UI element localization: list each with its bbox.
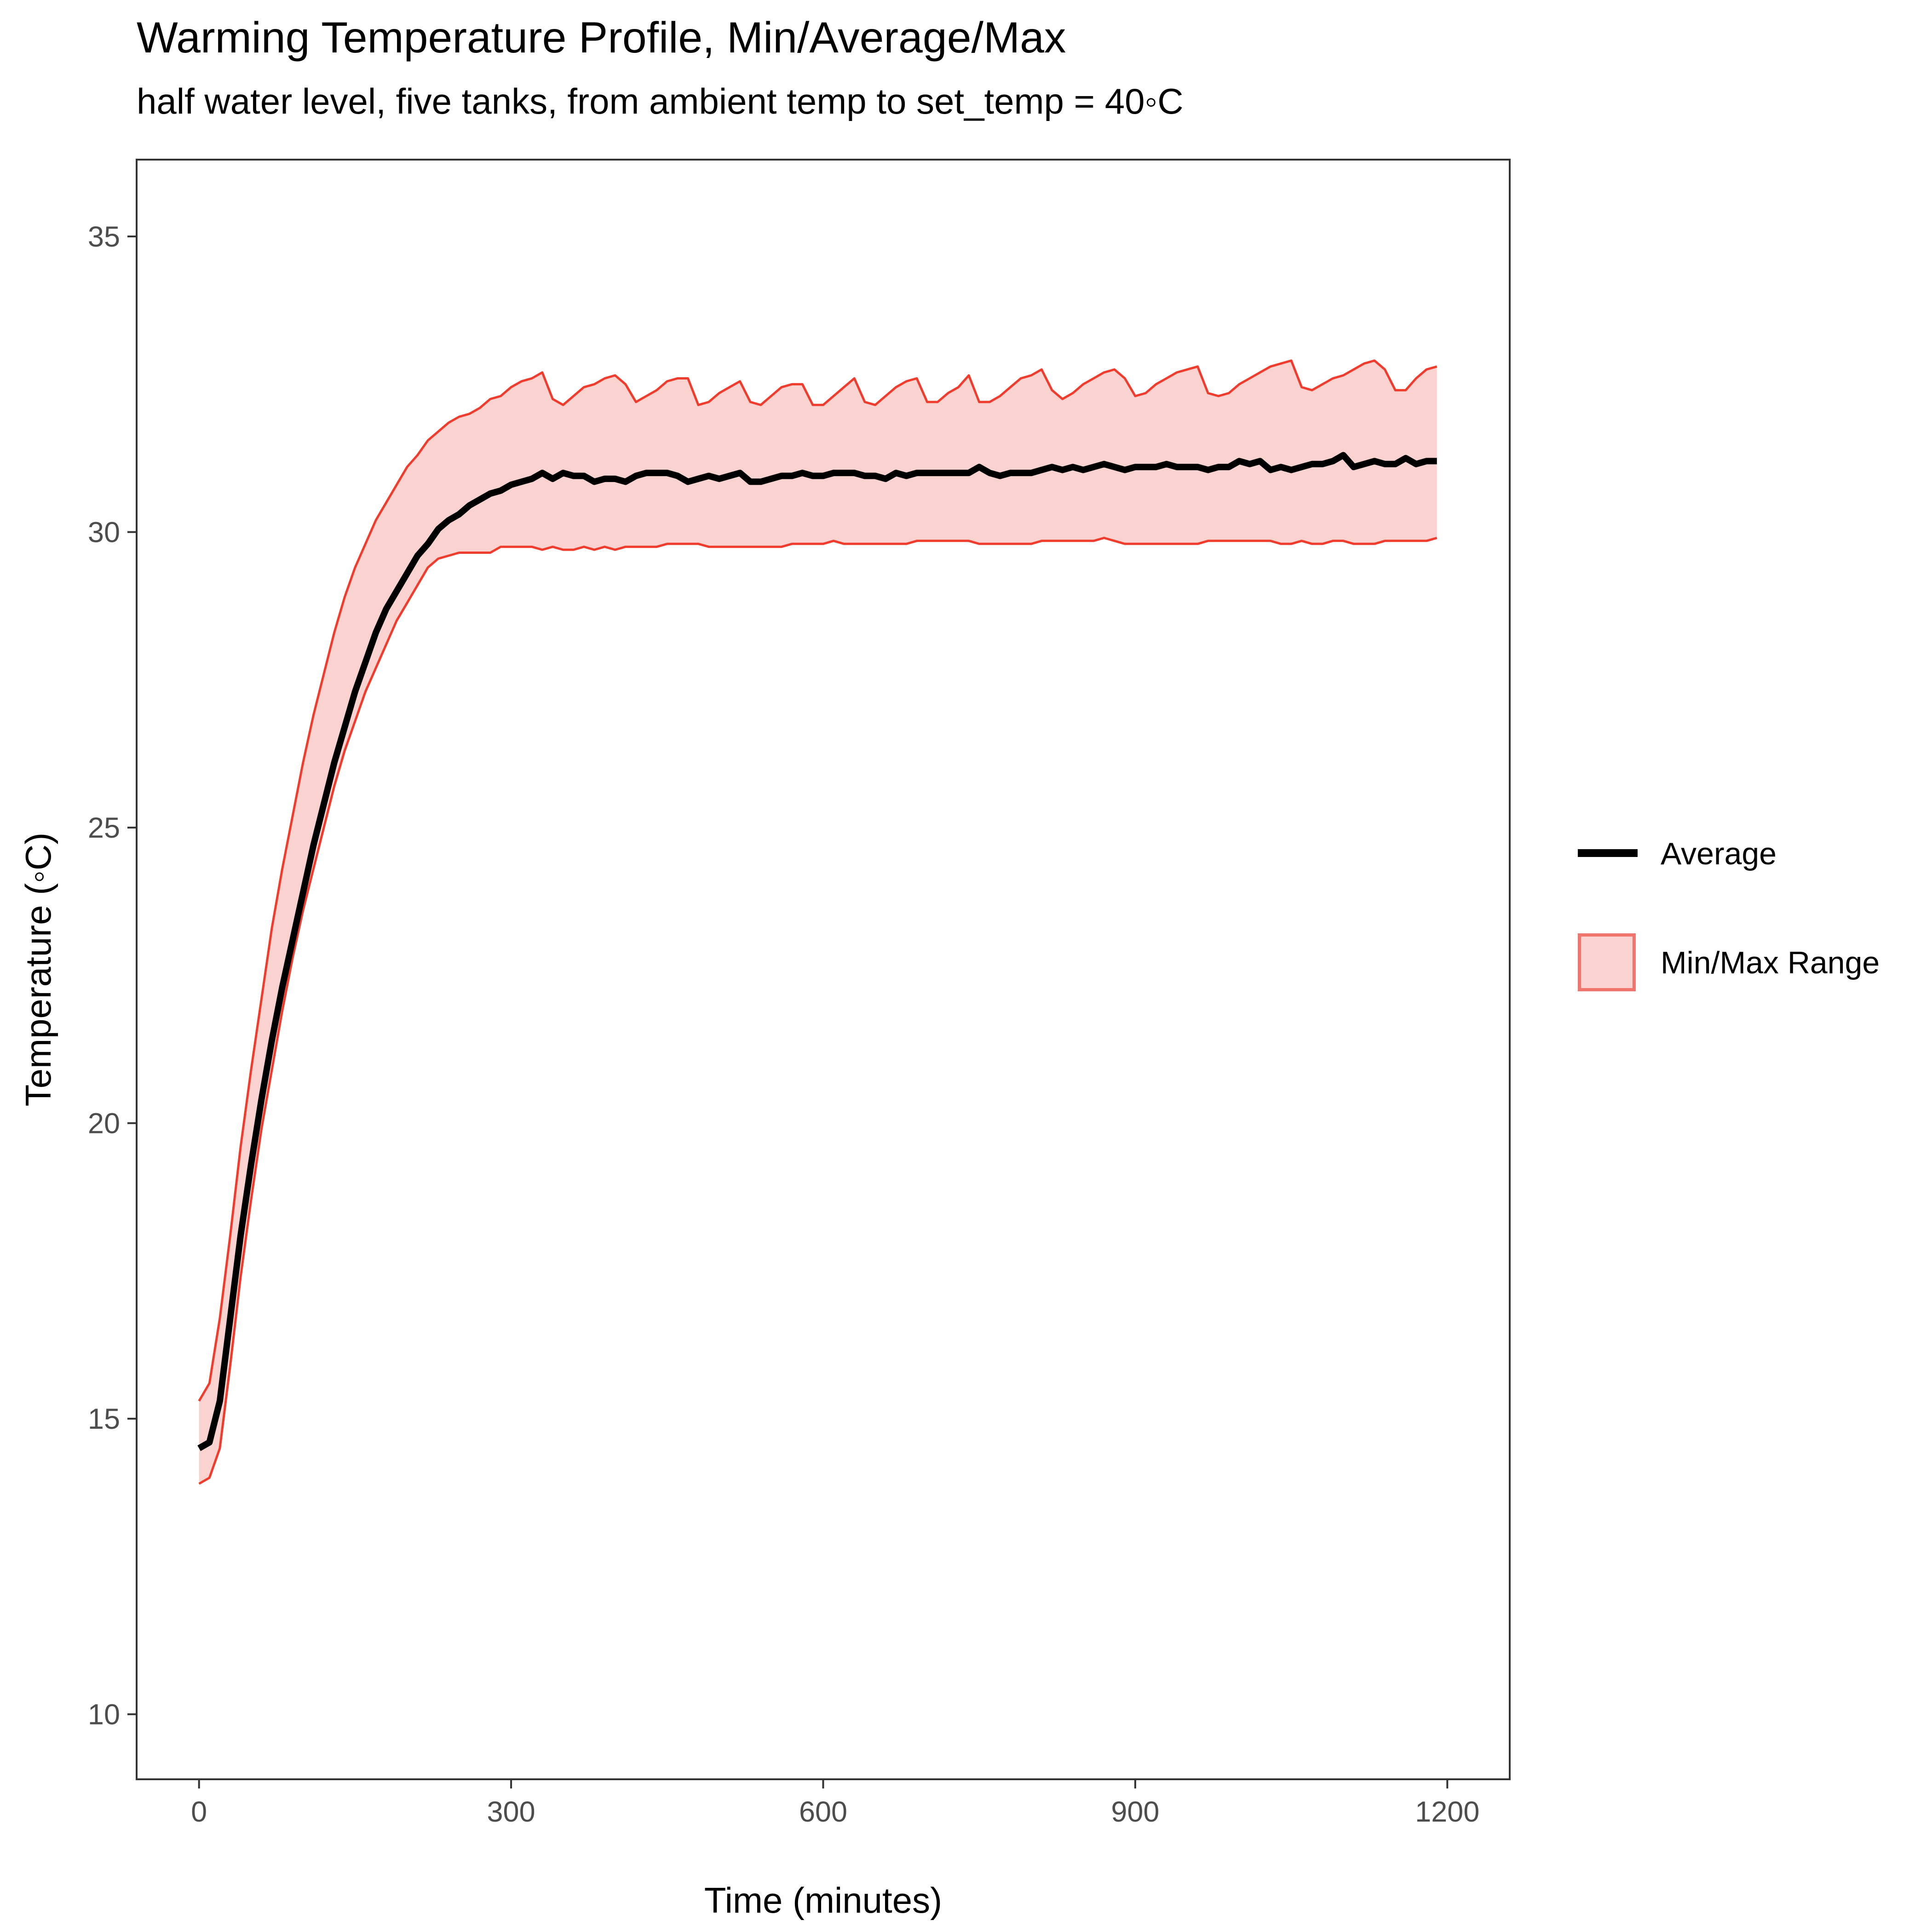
- x-tick-label: 900: [1111, 1796, 1159, 1828]
- x-tick-label: 0: [191, 1796, 207, 1828]
- y-tick-label: 30: [88, 517, 120, 549]
- chart-title: Warming Temperature Profile, Min/Average…: [137, 13, 1066, 62]
- min-max-range-layer: [198, 359, 1438, 1485]
- line-key-icon: [1578, 849, 1638, 857]
- average-line: [197, 452, 1437, 1451]
- axes-layer: 0 300 600 900 1200 10 15 20 25 30 35: [88, 221, 1479, 1828]
- legend-item-min-max-range: Min/Max Range: [1573, 928, 1923, 997]
- min-max-range-band: [199, 360, 1437, 1484]
- legend: Average Min/Max Range: [1573, 819, 1923, 1040]
- y-tick-label: 15: [88, 1403, 120, 1435]
- min-boundary-line: [198, 536, 1438, 1485]
- y-tick-label: 20: [88, 1108, 120, 1140]
- y-tick-label: 25: [88, 812, 120, 844]
- series-lines-layer: [197, 452, 1437, 1451]
- x-tick-label: 600: [799, 1796, 847, 1828]
- filled-box-key-icon: [1578, 933, 1636, 991]
- legend-label-average: Average: [1661, 836, 1777, 871]
- legend-item-average: Average: [1573, 819, 1923, 888]
- x-axis-title: Time (minutes): [704, 1880, 942, 1920]
- legend-label-min-max-range: Min/Max Range: [1661, 945, 1880, 980]
- x-tick-label: 300: [487, 1796, 535, 1828]
- max-boundary-line: [198, 359, 1438, 1402]
- x-tick-label: 1200: [1415, 1796, 1479, 1828]
- chart-subtitle: half water level, five tanks, from ambie…: [137, 81, 1184, 121]
- y-axis-title: Temperature (◦C): [18, 833, 58, 1106]
- y-tick-label: 10: [88, 1699, 120, 1731]
- y-tick-label: 35: [88, 221, 120, 253]
